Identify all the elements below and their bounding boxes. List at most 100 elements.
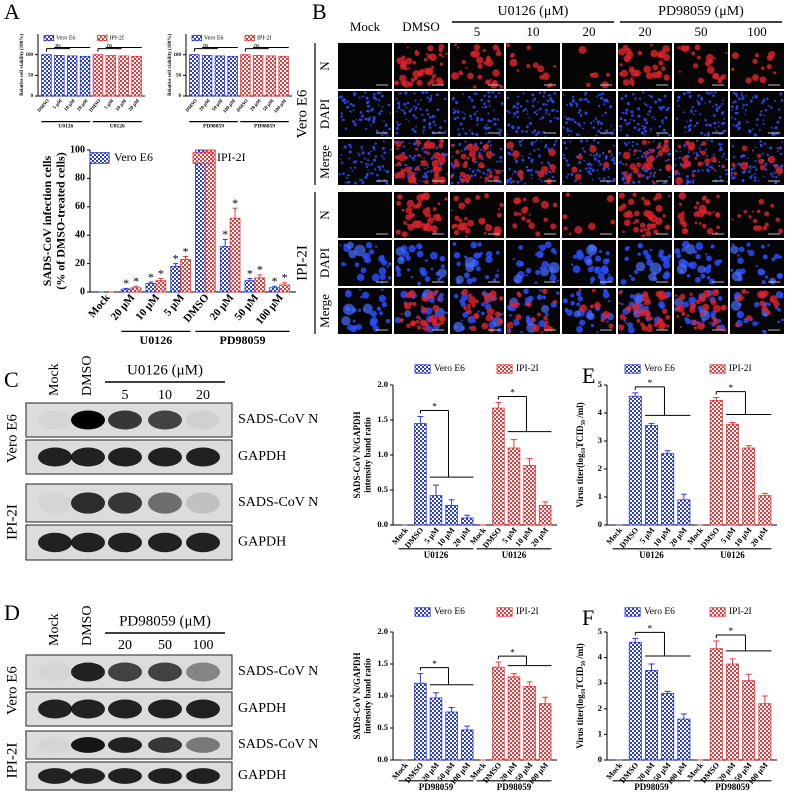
legend-label: IPI-2I xyxy=(110,35,124,41)
bar xyxy=(758,703,772,761)
cell-dot xyxy=(778,255,783,259)
cell-dot xyxy=(777,228,784,234)
bar xyxy=(170,266,182,293)
cell-dot xyxy=(612,158,616,162)
cell-dot xyxy=(360,148,363,150)
x-tick-label: 10 μM xyxy=(133,291,162,322)
cell-dot xyxy=(689,91,692,94)
cell-dot xyxy=(710,166,714,170)
cell-dot xyxy=(454,215,460,221)
cell-dot xyxy=(706,168,710,172)
cell-dot xyxy=(353,160,358,164)
cell-dot xyxy=(754,168,758,171)
cell-dot xyxy=(486,127,489,130)
cell-dot xyxy=(766,153,770,157)
cell-dot xyxy=(576,325,583,333)
cell-dot xyxy=(619,117,623,121)
cell-dot xyxy=(378,267,387,275)
cell-dot xyxy=(700,131,704,135)
cell-dot xyxy=(571,166,578,173)
cell-dot xyxy=(709,321,712,325)
cell-dot xyxy=(397,174,400,178)
cell-dot xyxy=(751,166,754,168)
legend-label: Vero E6 xyxy=(434,607,465,617)
cell-dot xyxy=(402,109,405,112)
cell-dot xyxy=(471,277,477,283)
cell-dot xyxy=(414,154,417,158)
cell-dot xyxy=(396,123,400,127)
cell-dot xyxy=(562,153,565,156)
band xyxy=(186,662,220,682)
cell-dot xyxy=(565,192,571,197)
cell-dot xyxy=(510,154,513,156)
y-tick-label: 1.0 xyxy=(377,690,388,700)
cell-dot xyxy=(573,120,577,124)
cell-dot xyxy=(584,91,588,95)
cell-dot xyxy=(375,97,378,101)
cell-dot xyxy=(623,171,628,176)
cell-dot xyxy=(735,95,738,98)
cell-dot xyxy=(577,111,580,115)
cell-dot xyxy=(378,91,382,95)
cell-dot xyxy=(516,170,524,177)
cell-dot xyxy=(461,288,469,296)
cell-dot xyxy=(699,112,702,116)
cell-dot xyxy=(499,180,503,183)
cell-dot xyxy=(648,273,657,282)
cell-dot xyxy=(692,63,699,69)
cell-dot xyxy=(593,157,597,161)
cell-dot xyxy=(362,303,373,314)
band xyxy=(148,532,182,553)
cell-dot xyxy=(705,123,709,127)
cell-dot xyxy=(570,301,575,306)
cell-dot xyxy=(697,169,700,173)
cell-dot xyxy=(364,91,367,94)
cell-dot xyxy=(485,255,493,264)
cell-dot xyxy=(721,102,724,106)
cell-dot xyxy=(625,175,631,180)
cell-dot xyxy=(487,95,491,99)
cell-dot xyxy=(468,95,471,99)
cell-dot xyxy=(697,77,704,84)
cell-dot xyxy=(587,266,594,273)
bar xyxy=(254,277,266,293)
cell-dot xyxy=(414,50,420,56)
cell-dot xyxy=(455,101,459,105)
cell-dot xyxy=(367,117,371,121)
y-axis-label: intensity band ratio xyxy=(362,417,372,493)
cell-dot xyxy=(656,133,660,137)
cell-dot xyxy=(588,222,596,231)
cell-dot xyxy=(678,70,682,73)
cell-dot xyxy=(398,104,401,107)
cell-dot xyxy=(662,308,668,315)
cell-dot xyxy=(467,219,474,227)
cell-dot xyxy=(413,130,417,133)
cell-dot xyxy=(606,72,611,77)
cell-dot xyxy=(710,244,715,249)
cell-dot xyxy=(365,242,373,249)
cell-dot xyxy=(658,60,664,66)
cell-dot xyxy=(598,177,601,180)
cell-dot xyxy=(345,290,352,298)
cell-dot xyxy=(720,143,723,146)
bar xyxy=(445,504,458,526)
cell-dot xyxy=(360,295,363,299)
significance-mark: * xyxy=(648,625,653,635)
cell-dot xyxy=(733,100,737,104)
cell-dot xyxy=(695,139,699,143)
cell-dot xyxy=(499,155,503,160)
significance-mark: * xyxy=(173,251,179,265)
cell-dot xyxy=(630,114,634,118)
cell-dot xyxy=(756,290,765,299)
cell-dot xyxy=(382,130,385,133)
cell-dot xyxy=(583,121,586,124)
cell-dot xyxy=(715,212,721,218)
cell-dot xyxy=(453,195,459,202)
cell-dot xyxy=(637,242,643,249)
cell-dot xyxy=(720,111,725,115)
cell-dot xyxy=(488,104,491,107)
cell-dot xyxy=(396,110,398,113)
column-label: 5 xyxy=(474,24,481,39)
row-label: N xyxy=(317,210,332,220)
cell-dot xyxy=(385,122,388,125)
